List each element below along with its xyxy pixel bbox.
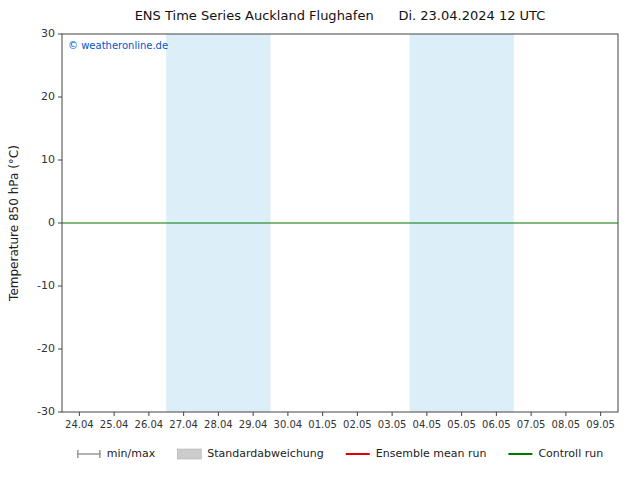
y-tick [58, 97, 62, 98]
legend-item: Ensemble mean run [346, 447, 487, 460]
x-tick [114, 412, 115, 416]
y-tick [58, 286, 62, 287]
y-tick [58, 349, 62, 350]
watermark: © weatheronline.de [68, 40, 168, 51]
x-tick-label: 26.04 [135, 419, 164, 430]
x-tick-label: 27.04 [169, 419, 198, 430]
y-tick [58, 160, 62, 161]
legend-item: Controll run [508, 447, 603, 460]
x-tick [357, 412, 358, 416]
x-tick-label: 25.04 [100, 419, 129, 430]
x-tick-label: 04.05 [413, 419, 442, 430]
legend-swatch-cap [99, 450, 101, 458]
x-tick-label: 09.05 [586, 419, 615, 430]
y-tick-label: -30 [37, 405, 55, 418]
x-tick-label: 24.04 [65, 419, 94, 430]
x-tick-label: 01.05 [308, 419, 337, 430]
y-tick-label: -10 [37, 279, 55, 292]
x-tick [218, 412, 219, 416]
y-tick [58, 412, 62, 413]
x-tick-label: 03.05 [378, 419, 407, 430]
chart-title: ENS Time Series Auckland Flughafen Di. 2… [135, 8, 546, 23]
x-tick [322, 412, 323, 416]
x-tick [183, 412, 184, 416]
legend-label: Ensemble mean run [376, 447, 487, 460]
legend-item: Standardabweichung [177, 447, 324, 460]
legend-swatch [346, 453, 370, 455]
y-axis-label: Temperature 850 hPa (°C) [7, 145, 21, 302]
x-tick-label: 08.05 [552, 419, 581, 430]
legend-label: Standardabweichung [207, 447, 324, 460]
plot-frame [62, 34, 618, 412]
legend-item: min/max [77, 447, 156, 460]
x-tick [600, 412, 601, 416]
x-tick-label: 06.05 [482, 419, 511, 430]
x-tick-label: 29.04 [239, 419, 268, 430]
y-tick-label: 0 [48, 216, 55, 229]
x-tick [79, 412, 80, 416]
x-tick [496, 412, 497, 416]
x-tick [461, 412, 462, 416]
x-tick-label: 02.05 [343, 419, 372, 430]
x-tick-label: 30.04 [274, 419, 303, 430]
legend-swatch [77, 453, 101, 455]
legend-label: Controll run [538, 447, 603, 460]
x-tick [253, 412, 254, 416]
y-tick-label: -20 [37, 342, 55, 355]
chart-container: -30 -20 -10 0 10 20 30 24.04 25.04 26.04 27.04 28.0… [0, 0, 634, 490]
legend-label: min/max [107, 447, 156, 460]
y-tick-label: 30 [41, 27, 55, 40]
y-tick-label: 10 [41, 153, 55, 166]
legend-swatch-cap [77, 450, 79, 458]
chart-svg: -30 -20 -10 0 10 20 30 24.04 25.04 26.04 27.04 28.0… [0, 0, 634, 490]
x-tick [531, 412, 532, 416]
reference-line [62, 222, 618, 223]
y-tick [58, 34, 62, 35]
y-tick-label: 20 [41, 90, 55, 103]
y-tick [58, 223, 62, 224]
x-tick [565, 412, 566, 416]
x-tick-label: 28.04 [204, 419, 233, 430]
x-tick-label: 07.05 [517, 419, 546, 430]
x-tick [426, 412, 427, 416]
x-tick [287, 412, 288, 416]
x-tick [148, 412, 149, 416]
legend-swatch [177, 449, 201, 459]
legend-swatch [508, 453, 532, 455]
plot-area [62, 34, 618, 412]
x-tick-label: 05.05 [447, 419, 476, 430]
x-tick [392, 412, 393, 416]
legend: min/max Standardabweichung Ensemble mean r… [77, 447, 603, 460]
